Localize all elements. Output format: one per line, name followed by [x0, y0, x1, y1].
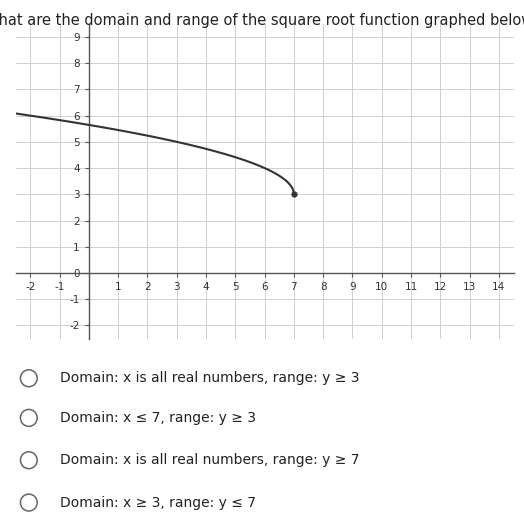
Text: Domain: x is all real numbers, range: y ≥ 3: Domain: x is all real numbers, range: y … [60, 371, 360, 385]
Text: Domain: x ≤ 7, range: y ≥ 3: Domain: x ≤ 7, range: y ≥ 3 [60, 411, 256, 425]
Text: Domain: x is all real numbers, range: y ≥ 7: Domain: x is all real numbers, range: y … [60, 453, 360, 467]
Text: What are the domain and range of the square root function graphed below?: What are the domain and range of the squ… [0, 13, 524, 28]
Text: Domain: x ≥ 3, range: y ≤ 7: Domain: x ≥ 3, range: y ≤ 7 [60, 496, 256, 509]
